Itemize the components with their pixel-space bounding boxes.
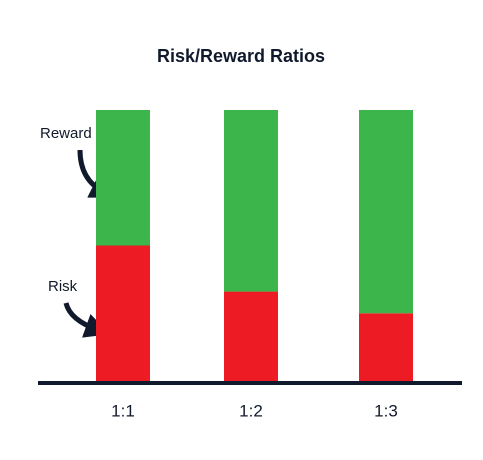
- bar-segment: [224, 291, 278, 381]
- x-tick-label: 1:3: [374, 401, 398, 420]
- annotation: Reward: [40, 125, 92, 142]
- bar-segment: [96, 110, 150, 246]
- x-tick-label: 1:2: [239, 401, 263, 420]
- annotation: Risk: [48, 278, 78, 295]
- chart-title: Risk/Reward Ratios: [157, 46, 325, 66]
- bar-segment: [96, 245, 150, 381]
- bar-segment: [359, 313, 413, 381]
- annotation-arrow: [63, 302, 110, 338]
- bar-segment: [224, 110, 278, 292]
- x-tick-label: 1:1: [111, 401, 135, 420]
- bar-segment: [359, 110, 413, 314]
